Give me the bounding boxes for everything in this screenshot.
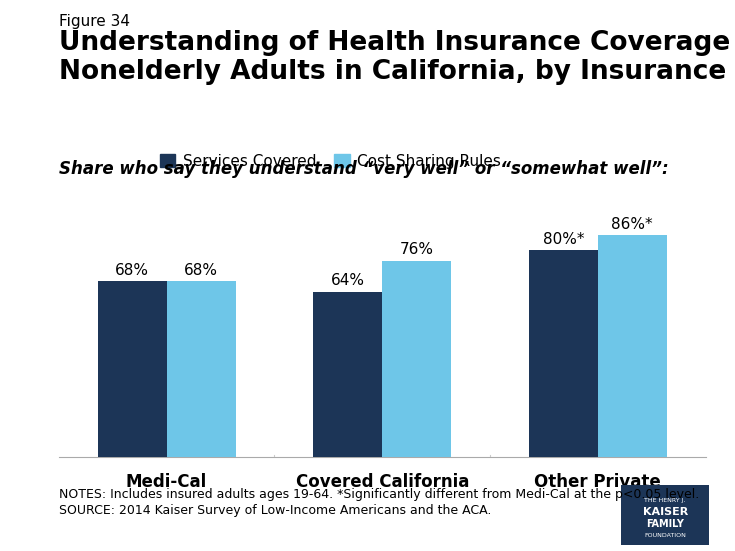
Legend: Services Covered, Cost Sharing Rules: Services Covered, Cost Sharing Rules <box>155 149 506 173</box>
Text: THE HENRY J.: THE HENRY J. <box>645 498 686 503</box>
Bar <box>167 281 236 457</box>
Text: SOURCE: 2014 Kaiser Survey of Low-Income Americans and the ACA.: SOURCE: 2014 Kaiser Survey of Low-Income… <box>59 504 491 517</box>
Text: Share who say they understand “very well” or “somewhat well”:: Share who say they understand “very well… <box>59 160 668 178</box>
Bar <box>598 235 667 457</box>
Text: 68%: 68% <box>184 263 218 278</box>
Text: Understanding of Health Insurance Coverage Among Insured
Nonelderly Adults in Ca: Understanding of Health Insurance Covera… <box>59 30 735 85</box>
Text: 86%*: 86%* <box>612 217 653 231</box>
Text: 64%: 64% <box>331 273 365 289</box>
Text: NOTES: Includes insured adults ages 19-64. *Significantly different from Medi-Ca: NOTES: Includes insured adults ages 19-6… <box>59 488 699 501</box>
Text: 68%: 68% <box>115 263 149 278</box>
Bar <box>98 281 167 457</box>
Text: 80%*: 80%* <box>542 232 584 247</box>
Text: FOUNDATION: FOUNDATION <box>645 533 686 538</box>
Text: Figure 34: Figure 34 <box>59 14 130 29</box>
Text: FAMILY: FAMILY <box>646 519 684 530</box>
Text: KAISER: KAISER <box>642 507 688 517</box>
Bar <box>313 291 382 457</box>
Text: 76%: 76% <box>400 242 434 257</box>
Bar <box>528 250 598 457</box>
Bar <box>382 261 451 457</box>
